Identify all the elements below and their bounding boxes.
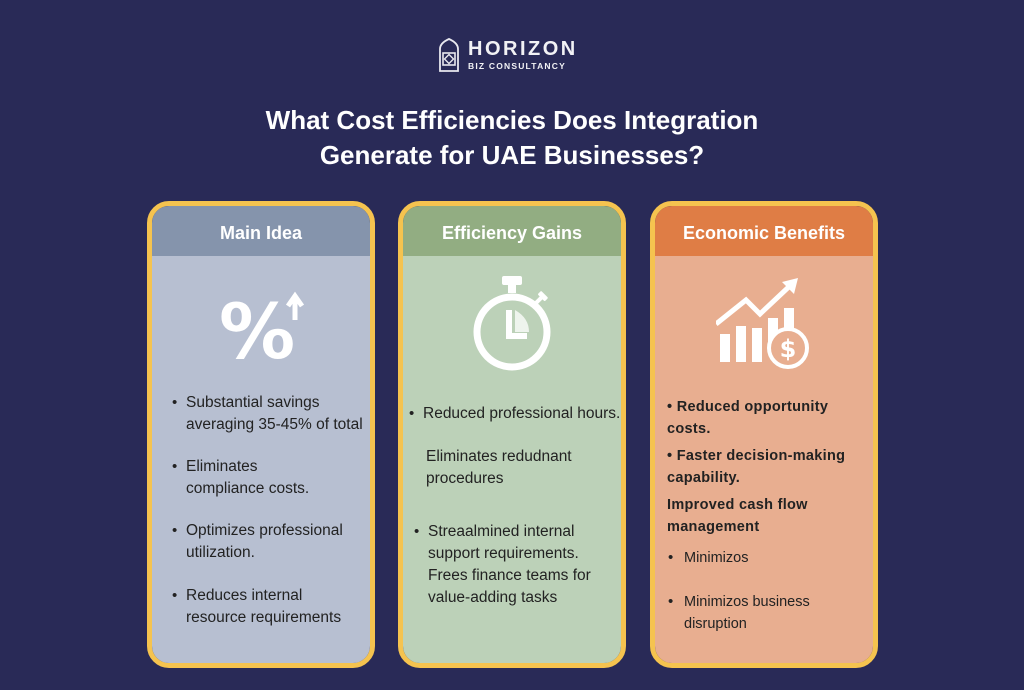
card-heading: Efficiency Gains (403, 206, 621, 256)
svg-text:$: $ (780, 335, 797, 363)
card-main-idea: Main Idea % • Substantial savings averag… (147, 201, 375, 668)
page-title: What Cost Efficiencies Does Integration … (0, 103, 1024, 173)
card-efficiency-gains: Efficiency Gains • Reduced professional … (398, 201, 626, 668)
title-line-2: Generate for UAE Businesses? (319, 140, 705, 170)
card-economic-benefits: Economic Benefits $ • Reduced opportunit… (650, 201, 878, 668)
house-diamond-icon (439, 38, 459, 72)
logo-subtitle: BIZ CONSULTANCY (468, 60, 566, 71)
card-body: • Reduced professional hours. Eliminates… (403, 256, 621, 663)
logo-name: HORIZON (468, 37, 578, 60)
stopwatch-icon (403, 274, 621, 374)
chart-growth-dollar-icon: $ (655, 276, 873, 372)
card-body: % • Substantial savings averaging 35-45%… (152, 256, 370, 663)
card-body: $ • Reduced opportunity costs. • Faster … (655, 256, 873, 663)
card-heading: Economic Benefits (655, 206, 873, 256)
svg-text:%: % (219, 287, 295, 364)
company-logo: HORIZON BIZ CONSULTANCY (438, 38, 578, 72)
title-line-1: What Cost Efficiencies Does Integration (265, 105, 759, 135)
card-heading: Main Idea (152, 206, 370, 256)
percent-up-icon: % (152, 284, 370, 364)
